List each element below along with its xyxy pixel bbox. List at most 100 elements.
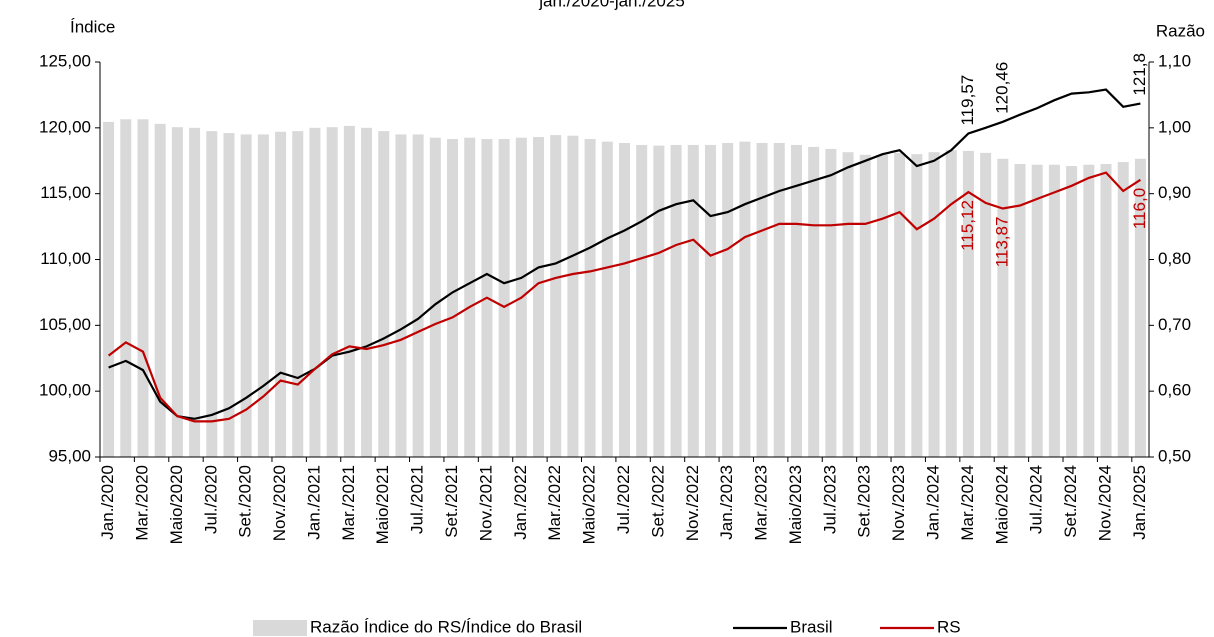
bar: [997, 158, 1009, 457]
bar: [206, 131, 218, 457]
bar: [1048, 164, 1060, 457]
x-tick-label: Mar./2022: [545, 465, 564, 541]
x-tick-label: Nov./2021: [476, 465, 495, 541]
x-tick-label: Mar./2024: [958, 465, 977, 541]
legend-swatch: [253, 620, 307, 636]
y-tick-label: 125,00: [39, 51, 91, 70]
y2-tick-label: 1,00: [1158, 117, 1191, 136]
bar: [911, 154, 923, 457]
bar: [687, 144, 699, 457]
bar: [980, 152, 992, 457]
bar: [808, 146, 820, 458]
y2-tick-label: 0,70: [1158, 315, 1191, 334]
x-tick-label: Jan./2023: [717, 465, 736, 540]
bar: [756, 142, 768, 457]
bar: [584, 139, 596, 457]
bar: [636, 144, 648, 457]
x-tick-label: Mar./2020: [132, 465, 151, 541]
bar: [326, 127, 338, 458]
bar: [1031, 164, 1043, 457]
x-tick-label: Jan./2021: [304, 465, 323, 540]
legend-label: Brasil: [790, 617, 833, 636]
bar: [1014, 164, 1026, 457]
x-tick-label: Nov./2024: [1095, 465, 1114, 541]
legend-label: Razão Índice do RS/Índice do Brasil: [310, 617, 582, 636]
y2-tick-label: 0,50: [1158, 446, 1191, 465]
y-axis-label: Índice: [70, 17, 115, 36]
x-tick-label: Nov./2020: [270, 465, 289, 541]
bar: [962, 150, 974, 457]
bar: [876, 154, 888, 457]
data-label: 113,87: [992, 217, 1011, 268]
x-tick-label: Jul./2024: [1027, 465, 1046, 534]
x-tick-label: Maio/2023: [786, 465, 805, 544]
x-tick-label: Mar./2021: [339, 465, 358, 541]
y-tick-label: 110,00: [40, 249, 91, 268]
x-tick-label: Jan./2025: [1130, 465, 1149, 540]
bar: [1117, 162, 1129, 458]
bar: [790, 144, 802, 457]
x-tick-label: Maio/2022: [580, 465, 599, 544]
y-tick-label: 95,00: [48, 446, 91, 465]
data-label: 116,0: [1130, 188, 1149, 229]
bar: [171, 127, 183, 458]
bar: [1083, 164, 1095, 457]
bar: [275, 131, 287, 458]
x-tick-label: Jan./2020: [98, 465, 117, 540]
x-tick-label: Set./2023: [855, 465, 874, 538]
line: [107, 171, 1142, 423]
x-tick-label: Mar./2023: [752, 465, 771, 541]
y2-tick-label: 0,60: [1158, 381, 1191, 400]
x-tick-label: Jul./2023: [820, 465, 839, 534]
x-tick-label: Maio/2021: [373, 465, 392, 544]
x-tick-label: Maio/2024: [992, 465, 1011, 544]
bar: [601, 141, 613, 458]
x-tick-label: Jul./2022: [614, 465, 633, 534]
x-tick-label: Jul./2021: [408, 465, 427, 534]
line: [108, 88, 1141, 420]
legend-label: RS: [937, 617, 961, 636]
bar: [292, 131, 304, 457]
bar: [137, 119, 149, 458]
bar: [1134, 158, 1146, 457]
bar: [395, 134, 407, 457]
bar: [1066, 166, 1078, 457]
bar: [412, 134, 424, 457]
data-label: 119,57: [958, 75, 977, 126]
bar: [189, 127, 201, 457]
x-tick-label: Maio/2020: [167, 465, 186, 544]
bar: [343, 125, 355, 457]
x-tick-label: Set./2022: [648, 465, 667, 538]
bar: [670, 144, 682, 457]
bar: [773, 142, 785, 457]
bar: [154, 123, 166, 457]
bar: [120, 119, 132, 458]
bar: [859, 154, 871, 457]
y-tick-label: 115,00: [40, 183, 91, 202]
bar: [722, 142, 734, 457]
bar: [1100, 164, 1112, 457]
bar: [257, 134, 269, 457]
bar: [240, 134, 252, 457]
x-tick-label: Nov./2022: [683, 465, 702, 541]
y-tick-label: 100,00: [39, 381, 91, 400]
bar: [533, 137, 545, 458]
y2-tick-label: 1,10: [1158, 51, 1191, 70]
bar: [842, 152, 854, 458]
y2-axis-label: Razão: [1156, 21, 1205, 40]
bar: [894, 152, 906, 457]
bar: [223, 133, 235, 457]
bar: [550, 135, 562, 457]
y2-tick-label: 0,90: [1158, 183, 1191, 202]
bar: [945, 150, 957, 457]
y-tick-label: 120,00: [39, 117, 91, 136]
bar: [704, 144, 716, 457]
bar: [361, 127, 373, 457]
bar: [378, 131, 390, 457]
chart-title: jan./2020-jan./2025: [538, 0, 685, 10]
x-tick-label: Set./2024: [1061, 465, 1080, 538]
x-tick-label: Jan./2022: [511, 465, 530, 540]
x-tick-label: Jan./2024: [924, 465, 943, 540]
bar: [447, 139, 459, 457]
